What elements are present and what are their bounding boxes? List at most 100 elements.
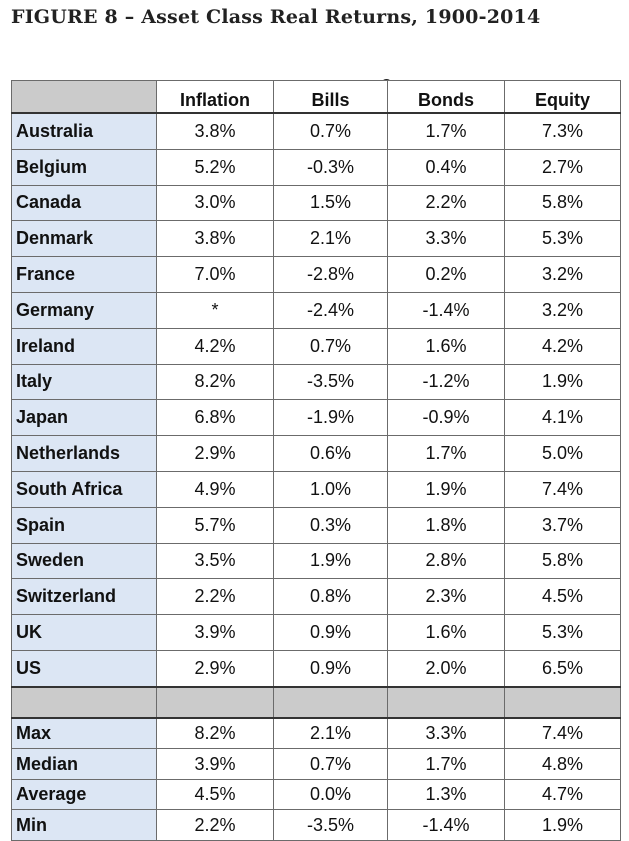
figure-title: FIGURE 8 – Asset Class Real Returns, 190… [11,6,541,28]
stat-value-cell: -3.5% [273,809,388,841]
stat-row: Max 8.2% 2.1% 3.3% 7.4% [11,717,621,750]
value-cell: 0.9% [273,649,388,688]
value-cell: 1.5% [273,184,388,222]
stat-value-cell: 3.9% [156,748,274,780]
stat-label: Max [11,717,157,750]
stat-value-cell: 2.1% [273,717,388,750]
country-label: Switzerland [11,578,157,616]
stat-row: Min 2.2% -3.5% -1.4% 1.9% [11,809,621,841]
value-cell: 1.8% [387,506,505,544]
stat-value-cell: 1.7% [387,748,505,780]
value-cell: 3.7% [504,506,621,544]
table-row: Sweden 3.5% 1.9% 2.8% 5.8% [11,542,621,580]
value-cell: 3.2% [504,256,621,293]
value-cell: 6.8% [156,399,274,437]
value-cell: -1.4% [387,291,505,329]
table-row: France 7.0% -2.8% 0.2% 3.2% [11,256,621,293]
value-cell: 4.5% [504,578,621,616]
table-row: Japan 6.8% -1.9% -0.9% 4.1% [11,399,621,437]
stat-label: Min [11,809,157,841]
header-corner [11,80,157,114]
stat-value-cell: 8.2% [156,717,274,750]
value-cell: 4.2% [504,327,621,365]
country-label: Canada [11,184,157,222]
stat-value-cell: 4.5% [156,778,274,811]
value-cell: 5.3% [504,220,621,258]
country-label: Netherlands [11,435,157,472]
value-cell: 1.9% [273,542,388,580]
separator-cell [387,685,505,719]
value-cell: -0.9% [387,399,505,437]
value-cell: 8.2% [156,363,274,401]
separator-cell [156,685,274,719]
stat-value-cell: 0.0% [273,778,388,811]
value-cell: 2.2% [387,184,505,222]
value-cell: -0.3% [273,148,388,186]
value-cell: -3.5% [273,363,388,401]
table-row: Italy 8.2% -3.5% -1.2% 1.9% [11,363,621,401]
stat-row: Median 3.9% 0.7% 1.7% 4.8% [11,748,621,780]
value-cell: 0.7% [273,112,388,150]
stat-value-cell: 7.4% [504,717,621,750]
value-cell: 2.2% [156,578,274,616]
value-cell: 3.3% [387,220,505,258]
country-label: Sweden [11,542,157,580]
stat-value-cell: 0.7% [273,748,388,780]
country-label: Ireland [11,327,157,365]
value-cell: 3.8% [156,220,274,258]
value-cell: 0.8% [273,578,388,616]
value-cell: 2.3% [387,578,505,616]
stat-label: Average [11,778,157,811]
table-row: Netherlands 2.9% 0.6% 1.7% 5.0% [11,435,621,472]
country-label: UK [11,614,157,651]
country-label: Denmark [11,220,157,258]
value-cell: 1.7% [387,112,505,150]
value-cell: 4.2% [156,327,274,365]
value-cell: 1.6% [387,327,505,365]
table-row: Denmark 3.8% 2.1% 3.3% 5.3% [11,220,621,258]
header-bills: Bills [273,80,388,114]
stat-value-cell: 2.2% [156,809,274,841]
returns-table: Inflation Bills Bonds Equity Australia 3.… [11,80,621,841]
value-cell: 2.7% [504,148,621,186]
value-cell: 2.1% [273,220,388,258]
stat-value-cell: -1.4% [387,809,505,841]
separator-cell [504,685,621,719]
value-cell: -1.9% [273,399,388,437]
value-cell: 0.4% [387,148,505,186]
stat-value-cell: 1.3% [387,778,505,811]
country-label: South Africa [11,470,157,508]
value-cell: 3.8% [156,112,274,150]
value-cell: 7.4% [504,470,621,508]
value-cell: 5.0% [504,435,621,472]
value-cell: 3.0% [156,184,274,222]
separator-cell [11,685,157,719]
table-row: South Africa 4.9% 1.0% 1.9% 7.4% [11,470,621,508]
value-cell: 6.5% [504,649,621,688]
value-cell: 2.9% [156,435,274,472]
separator-row [11,685,621,719]
table-row: Belgium 5.2% -0.3% 0.4% 2.7% [11,148,621,186]
value-cell: -1.2% [387,363,505,401]
value-cell: -2.4% [273,291,388,329]
stat-label: Median [11,748,157,780]
value-cell: 5.8% [504,184,621,222]
country-label: US [11,649,157,688]
value-cell: 1.9% [387,470,505,508]
value-cell: 2.0% [387,649,505,688]
value-cell: 5.7% [156,506,274,544]
country-label: France [11,256,157,293]
table-row: Germany * -2.4% -1.4% 3.2% [11,291,621,329]
country-label: Germany [11,291,157,329]
header-row: Inflation Bills Bonds Equity [11,80,621,114]
value-cell: 2.9% [156,649,274,688]
value-cell: 3.5% [156,542,274,580]
value-cell: 1.9% [504,363,621,401]
table-row: UK 3.9% 0.9% 1.6% 5.3% [11,614,621,651]
value-cell: 1.6% [387,614,505,651]
value-cell: 7.3% [504,112,621,150]
stat-value-cell: 3.3% [387,717,505,750]
header-inflation: Inflation [156,80,274,114]
table-row: Switzerland 2.2% 0.8% 2.3% 4.5% [11,578,621,616]
value-cell: 4.1% [504,399,621,437]
